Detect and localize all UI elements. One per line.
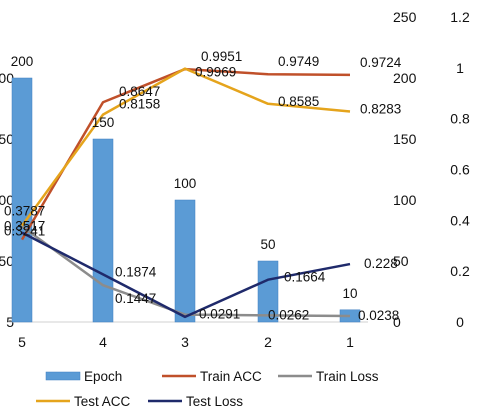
epoch-bar-label-1: 10 xyxy=(342,286,357,301)
bar-data-labels: 200 150 100 50 10 xyxy=(11,54,358,301)
line-data-labels: 0.3241 0.8647 0.9951 0.9749 0.9724 0.1447 0.02… xyxy=(4,49,402,323)
x-axis-ticks: 5 4 3 2 1 xyxy=(18,334,354,350)
right-outer-axis-tick-1.2: 1.2 xyxy=(450,9,470,25)
right-inner-axis-tick-200: 200 xyxy=(393,70,417,86)
right-outer-axis-tick-0.2: 0.2 xyxy=(450,263,470,279)
right-inner-axis-tick-250: 250 xyxy=(393,9,417,25)
right-inner-axis-tick-150: 150 xyxy=(393,131,417,147)
left-axis-tick-100: 100 xyxy=(0,192,14,208)
right-outer-axis-tick-0.6: 0.6 xyxy=(450,162,470,178)
right-outer-axis-tick-1: 1 xyxy=(456,60,464,76)
line-test-acc xyxy=(20,67,351,227)
line-train-loss xyxy=(21,225,351,318)
legend-label-test-loss: Test Loss xyxy=(186,394,243,409)
label-train-acc-1: 0.9724 xyxy=(360,55,402,70)
label-test-acc-2: 0.8585 xyxy=(278,94,319,109)
left-axis-tick-200: 200 xyxy=(0,70,14,86)
epoch-bar-5 xyxy=(11,77,33,323)
label-train-acc-4: 0.8647 xyxy=(119,84,160,99)
right-outer-axis-tick-0: 0 xyxy=(456,314,464,330)
label-test-acc-1: 0.8283 xyxy=(360,101,401,116)
label-test-loss-1: 0.228 xyxy=(364,256,398,271)
metric-lines xyxy=(20,67,351,319)
epoch-bar-3 xyxy=(174,199,196,323)
label-train-acc-5: 0.3241 xyxy=(4,224,45,239)
legend-item-test-loss: Test Loss xyxy=(148,394,243,409)
legend-label-train-loss: Train Loss xyxy=(316,369,379,384)
label-train-acc-3: 0.9951 xyxy=(201,49,242,64)
legend-item-train-acc: Train ACC xyxy=(162,369,262,384)
left-axis-tick-150: 150 xyxy=(0,131,14,147)
right-inner-axis-tick-50: 50 xyxy=(393,253,409,269)
epoch-bars xyxy=(11,77,361,323)
right-inner-axis-tick-100: 100 xyxy=(393,192,417,208)
epoch-bar-2 xyxy=(257,260,279,323)
x-tick-1: 1 xyxy=(346,334,354,350)
label-train-loss-4: 0.1447 xyxy=(115,291,156,306)
label-test-loss-4: 0.1874 xyxy=(115,264,157,279)
x-tick-4: 4 xyxy=(99,334,107,350)
left-axis-tick-50: 50 xyxy=(0,253,14,269)
label-test-loss-5: 0.3517 xyxy=(4,219,45,234)
label-train-acc-2: 0.9749 xyxy=(278,54,319,69)
legend-label-test-acc: Test ACC xyxy=(74,394,131,409)
x-tick-2: 2 xyxy=(264,334,272,350)
label-test-loss-2: 0.1664 xyxy=(284,270,326,285)
right-outer-axis-tick-0.4: 0.4 xyxy=(450,212,470,228)
legend-item-epoch: Epoch xyxy=(45,369,122,384)
label-test-acc-4: 0.8158 xyxy=(119,97,160,112)
right-inner-axis-tick-0: 0 xyxy=(393,314,401,330)
right-inner-axis: 0 50 100 150 200 250 xyxy=(393,9,417,330)
x-tick-3: 3 xyxy=(181,334,189,350)
epoch-bar-label-3: 100 xyxy=(174,176,197,191)
label-test-acc-3: 0.9969 xyxy=(195,65,236,80)
legend-swatch-epoch xyxy=(45,371,81,381)
label-test-acc-5: 0.3787 xyxy=(4,204,45,219)
epoch-bar-label-2: 50 xyxy=(260,237,275,252)
legend-item-test-acc: Test ACC xyxy=(36,394,131,409)
epoch-bar-label-4: 150 xyxy=(92,115,115,130)
right-outer-axis-tick-0.8: 0.8 xyxy=(450,111,470,127)
label-train-loss-1: 0.0238 xyxy=(358,308,399,323)
x-tick-5: 5 xyxy=(18,334,26,350)
legend-label-epoch: Epoch xyxy=(84,369,122,384)
label-train-loss-2: 0.0262 xyxy=(268,307,309,322)
legend-item-train-loss: Train Loss xyxy=(278,369,379,384)
epoch-bar-label-5: 200 xyxy=(11,54,34,69)
epoch-bar-4 xyxy=(92,138,114,323)
line-test-loss xyxy=(21,231,351,319)
label-train-loss-3: 0.0291 xyxy=(199,307,240,322)
right-outer-axis: 0 0.2 0.4 0.6 0.8 1 1.2 xyxy=(450,9,470,330)
legend: Epoch Train ACC Train Loss Test ACC Test Los… xyxy=(36,369,379,409)
legend-label-train-acc: Train ACC xyxy=(200,369,262,384)
